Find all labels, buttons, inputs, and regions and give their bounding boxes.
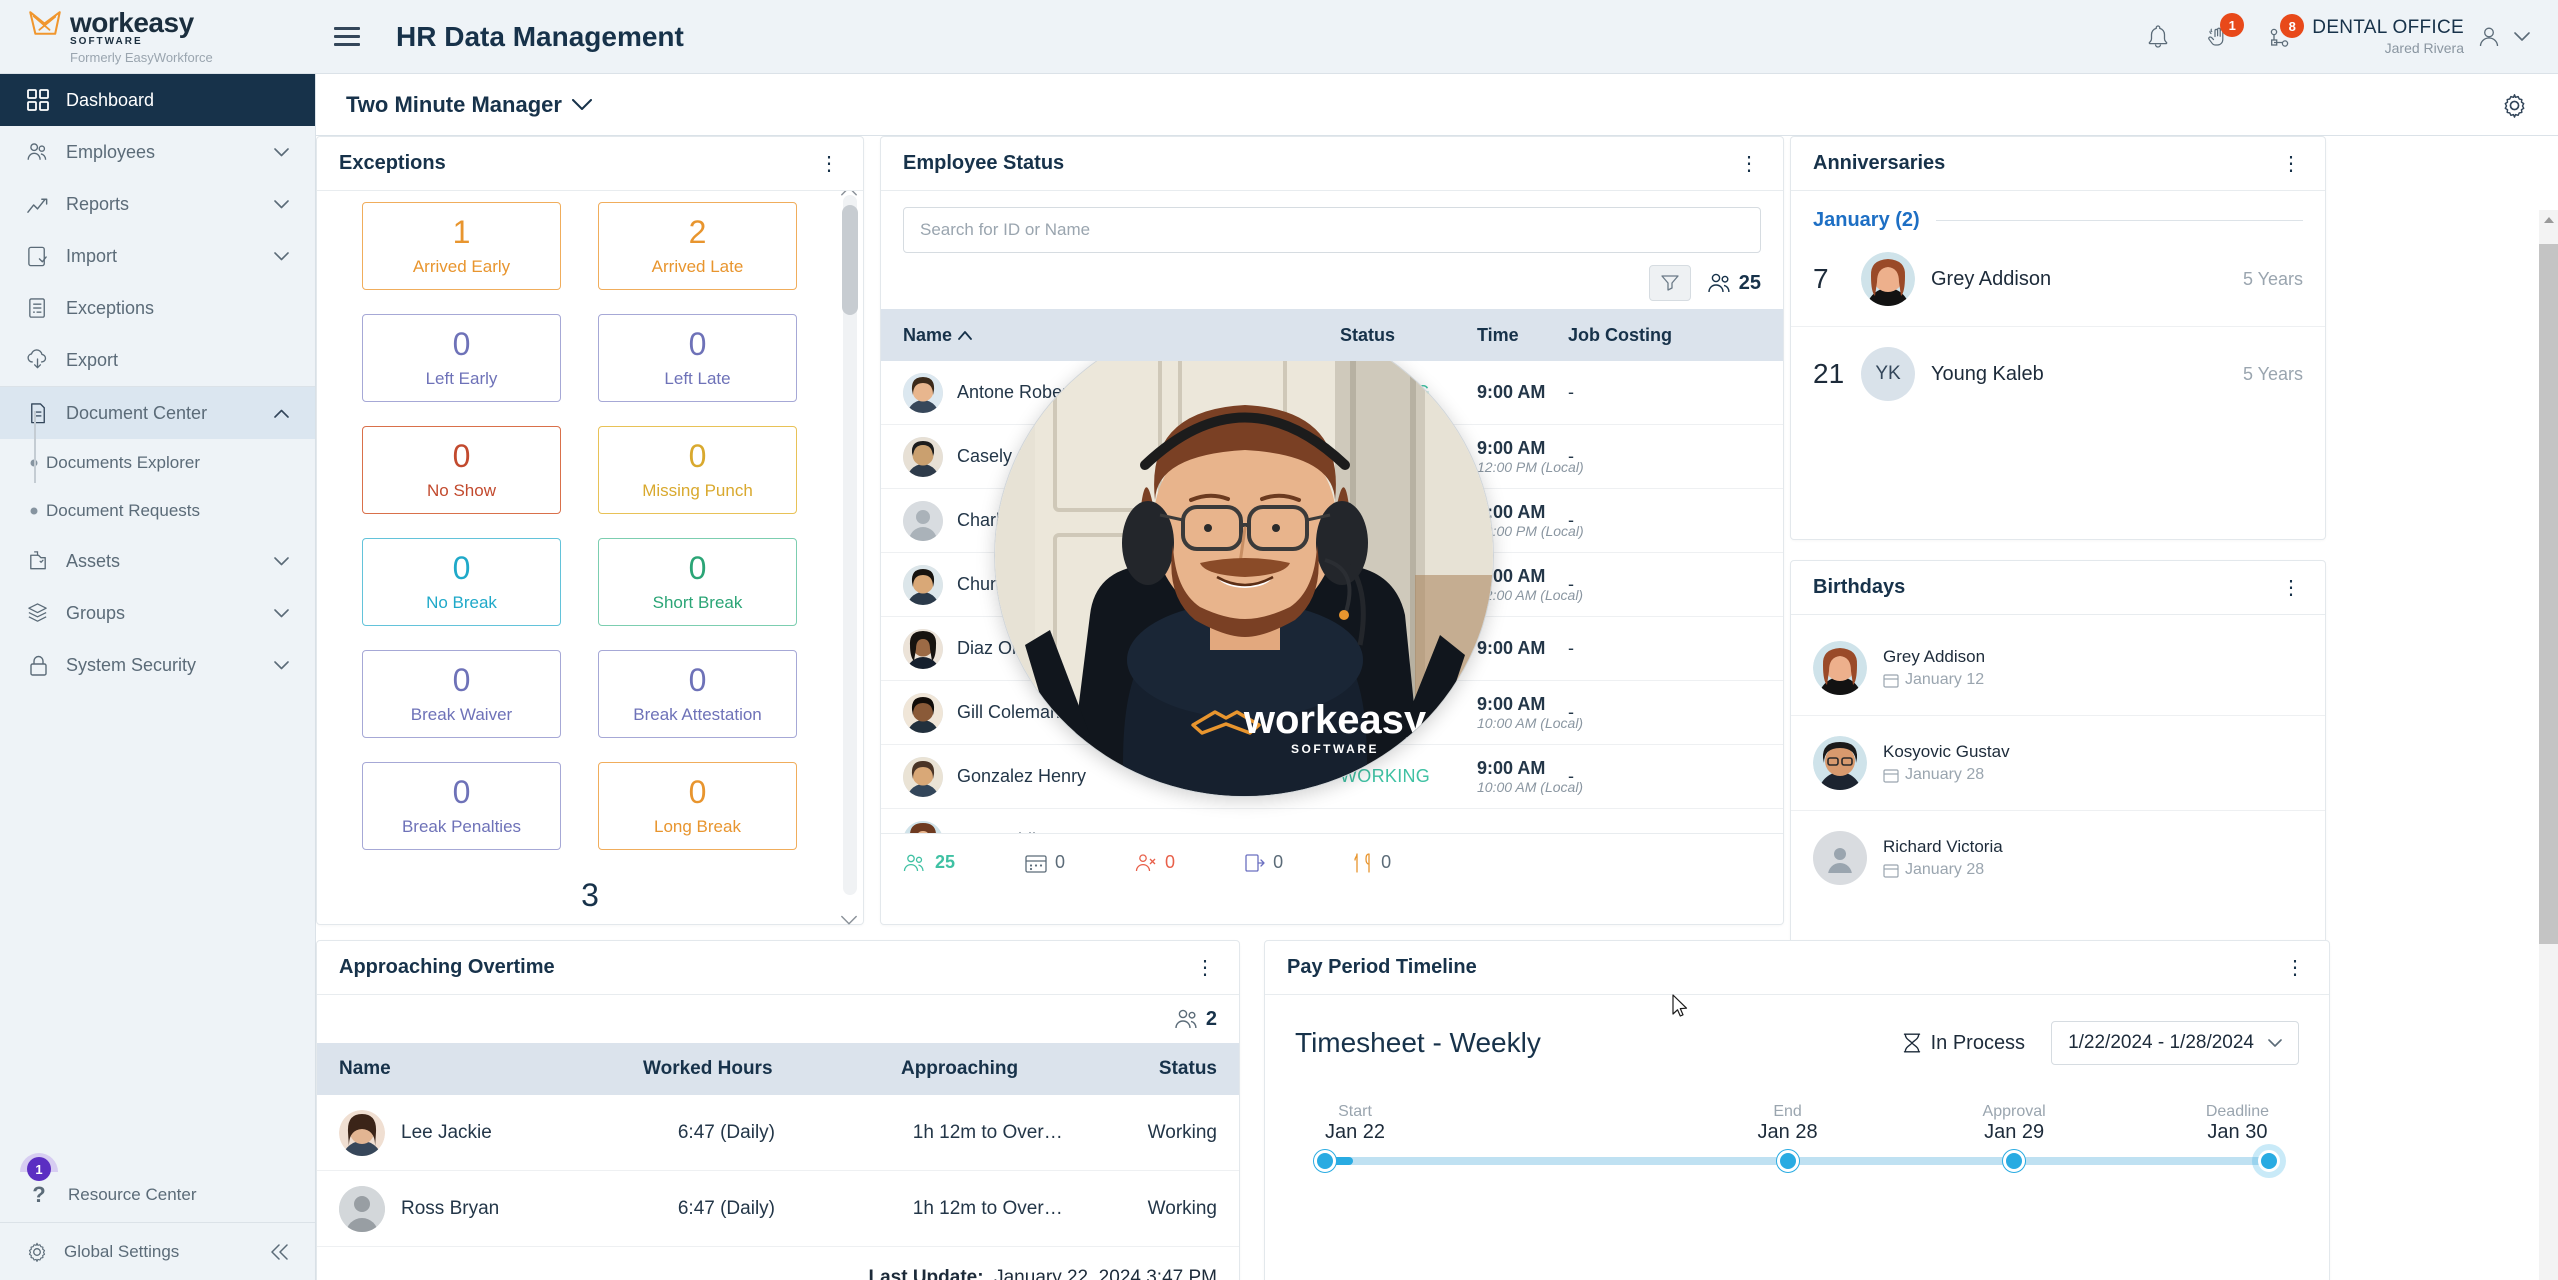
svg-text:workeasy: workeasy [1243,698,1427,742]
svg-text:?: ? [32,1182,45,1207]
svg-text:SOFTWARE: SOFTWARE [1291,742,1379,756]
